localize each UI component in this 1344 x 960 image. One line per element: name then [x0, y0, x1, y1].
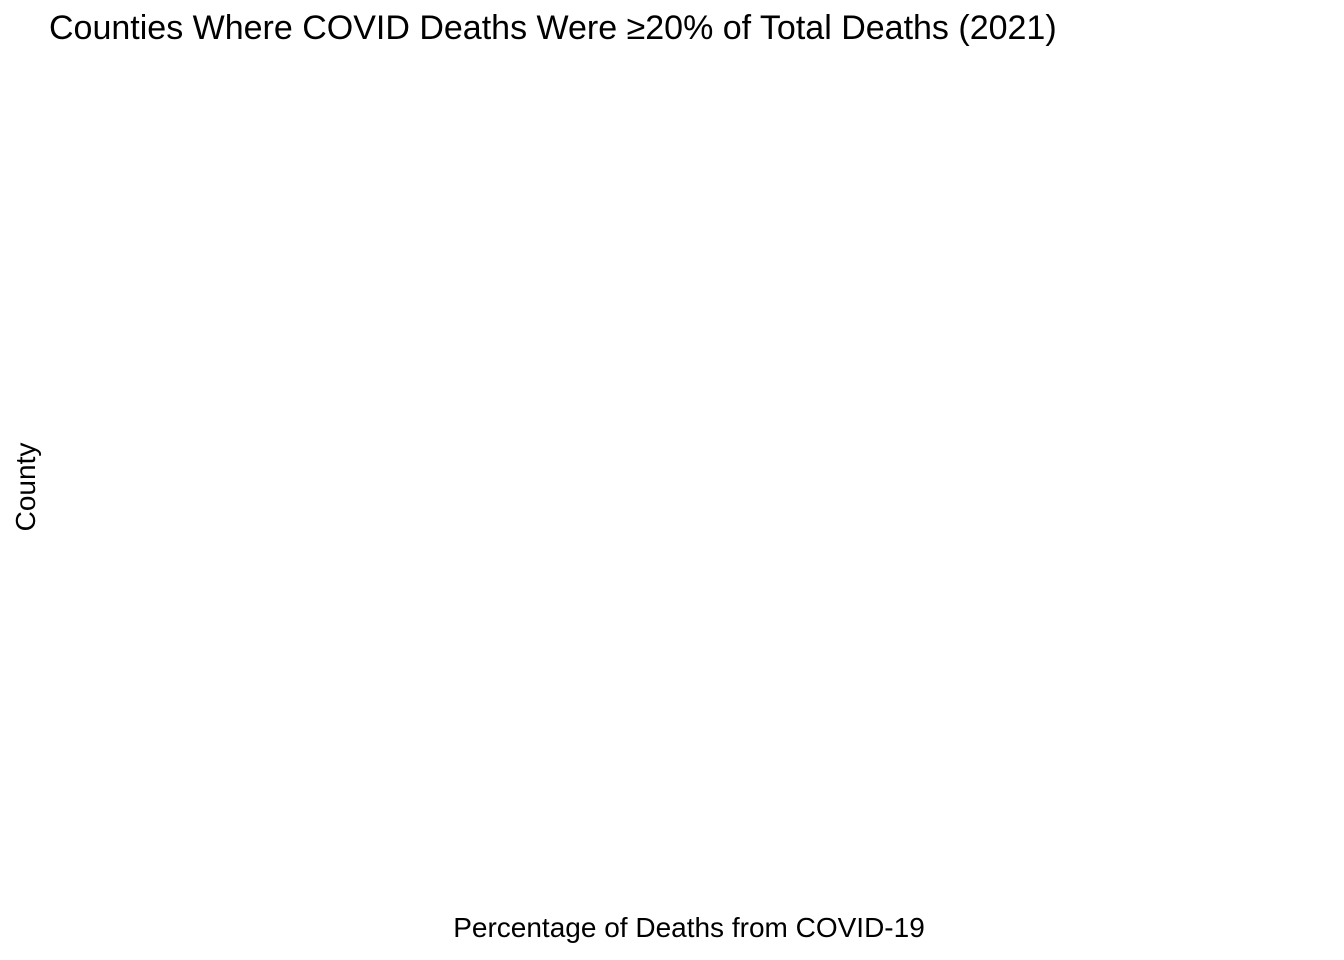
- plot-area: [60, 60, 1330, 900]
- x-axis-label: Percentage of Deaths from COVID-19: [453, 912, 925, 943]
- bar-chart-svg: [60, 60, 1330, 900]
- y-axis-label: County: [10, 442, 41, 532]
- chart-title: Counties Where COVID Deaths Were ≥20% of…: [49, 9, 1057, 47]
